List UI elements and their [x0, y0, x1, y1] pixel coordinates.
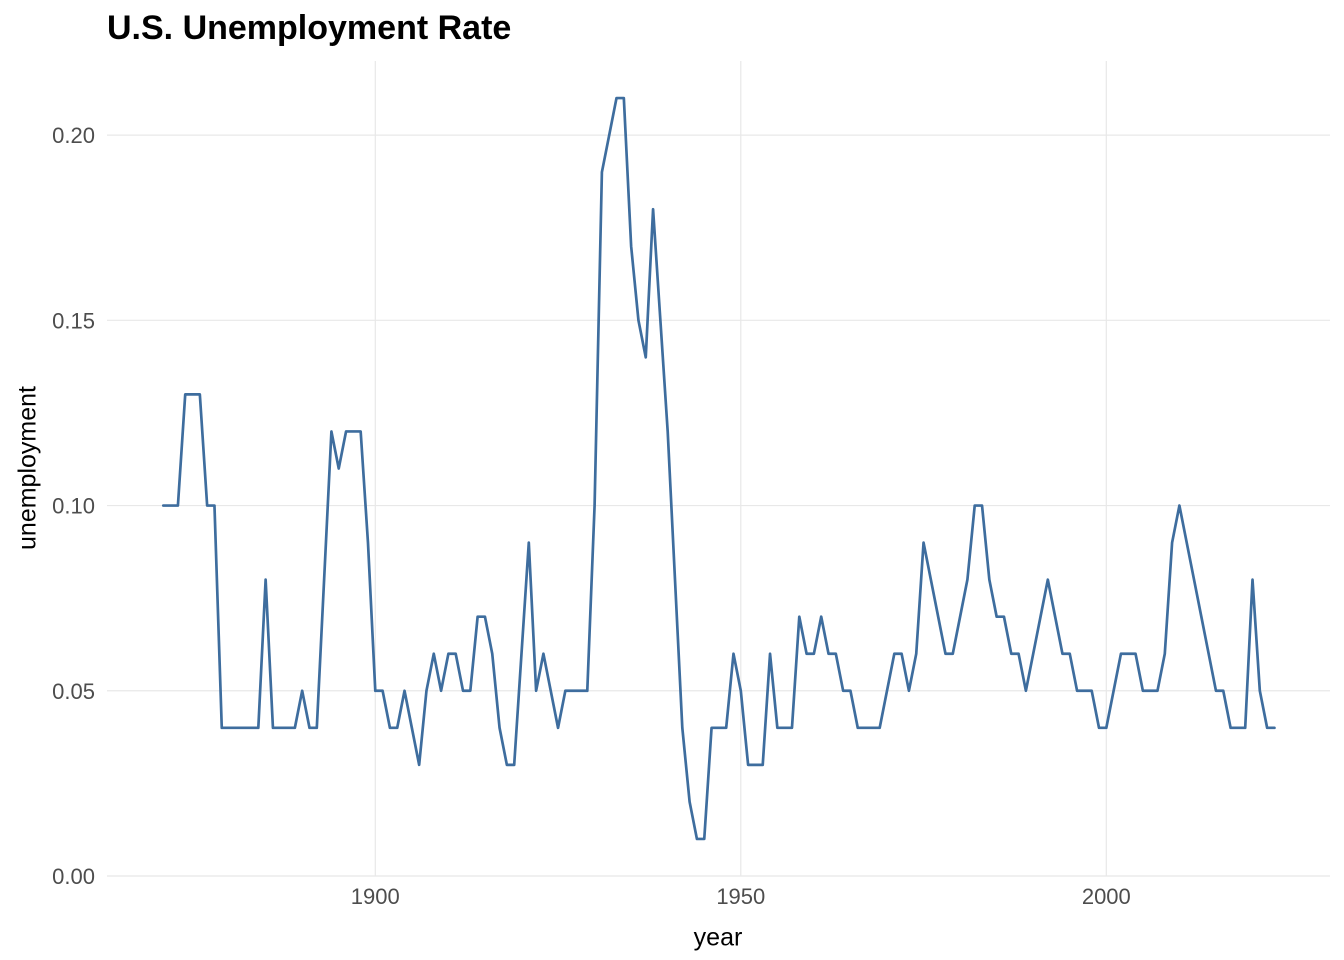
- x-tick-label: 1900: [351, 884, 400, 909]
- x-axis-title: year: [693, 923, 743, 952]
- y-axis-title: unemployment: [13, 386, 42, 550]
- y-tick-label: 0.00: [52, 864, 95, 889]
- x-tick-label: 2000: [1082, 884, 1131, 909]
- y-tick-label: 0.05: [52, 679, 95, 704]
- y-tick-label: 0.10: [52, 494, 95, 519]
- chart-title: U.S. Unemployment Rate: [107, 9, 512, 47]
- x-tick-label: 1950: [716, 884, 765, 909]
- y-tick-label: 0.20: [52, 123, 95, 148]
- unemployment-line: [161, 96, 1276, 841]
- y-tick-label: 0.15: [52, 308, 95, 333]
